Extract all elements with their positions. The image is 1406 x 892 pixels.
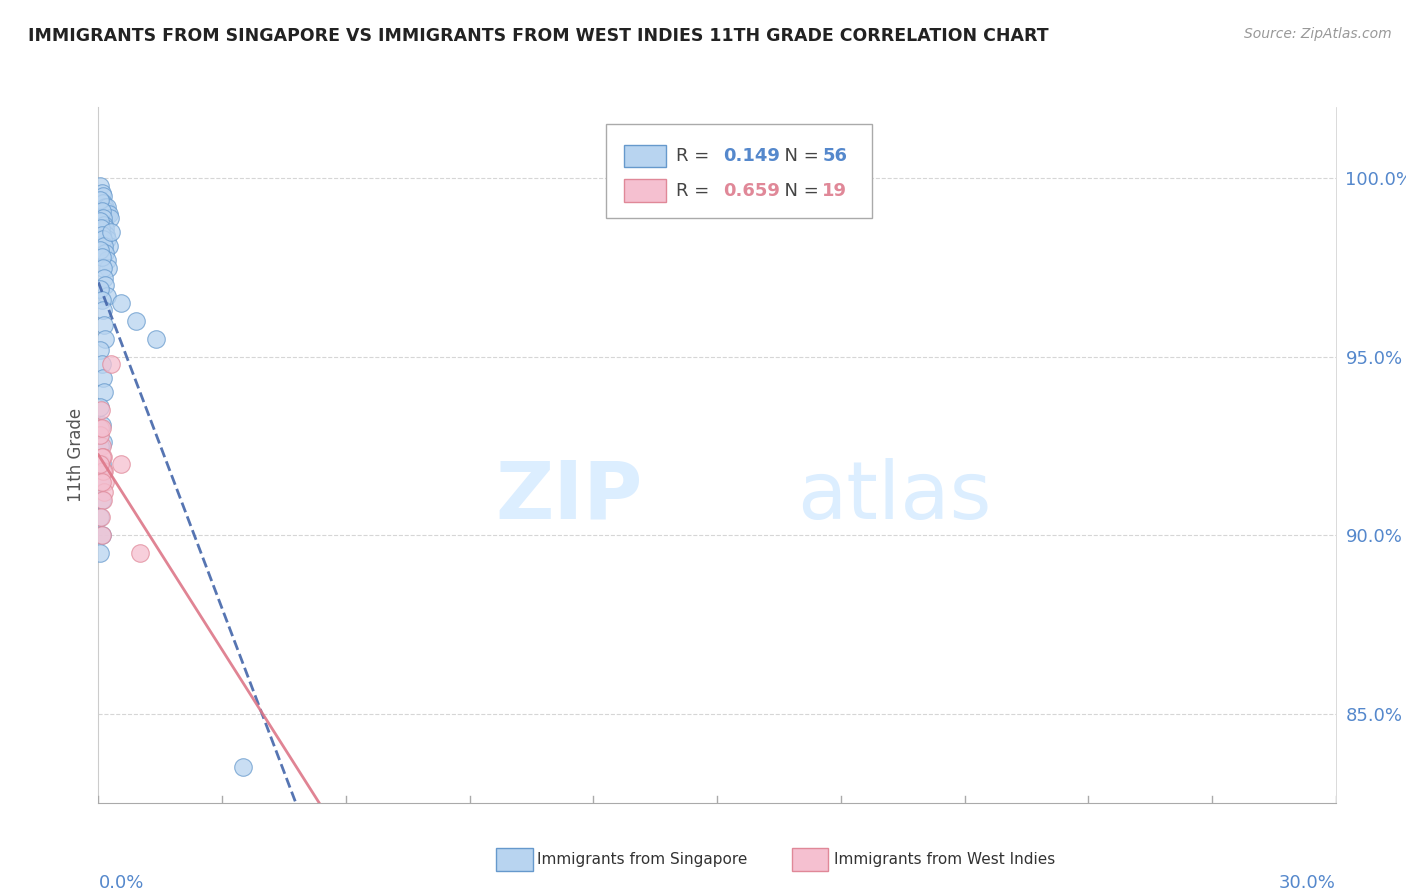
Point	[89, 428, 111, 442]
Point	[124, 314, 146, 328]
Point	[90, 403, 112, 417]
Point	[100, 357, 122, 371]
Text: R =: R =	[676, 147, 716, 165]
Point	[93, 435, 115, 450]
Point	[91, 464, 114, 478]
Point	[232, 760, 254, 774]
Point	[93, 318, 115, 332]
Text: 0.659: 0.659	[723, 182, 780, 200]
Point	[89, 214, 111, 228]
Point	[94, 332, 117, 346]
Point	[89, 178, 111, 193]
Point	[93, 271, 115, 285]
Y-axis label: 11th Grade: 11th Grade	[66, 408, 84, 502]
Point	[93, 385, 115, 400]
Text: R =: R =	[676, 182, 716, 200]
Point	[90, 510, 112, 524]
Text: Immigrants from West Indies: Immigrants from West Indies	[834, 853, 1054, 867]
Point	[93, 485, 115, 500]
Text: Source: ZipAtlas.com: Source: ZipAtlas.com	[1244, 27, 1392, 41]
Point	[90, 417, 112, 432]
Point	[128, 546, 150, 560]
Text: 30.0%: 30.0%	[1279, 874, 1336, 892]
Text: IMMIGRANTS FROM SINGAPORE VS IMMIGRANTS FROM WEST INDIES 11TH GRADE CORRELATION : IMMIGRANTS FROM SINGAPORE VS IMMIGRANTS …	[28, 27, 1049, 45]
Text: N =: N =	[773, 147, 824, 165]
FancyBboxPatch shape	[624, 179, 666, 202]
Text: 56: 56	[823, 147, 848, 165]
Point	[96, 207, 118, 221]
Text: N =: N =	[773, 182, 824, 200]
Point	[98, 211, 121, 225]
FancyBboxPatch shape	[624, 145, 666, 167]
Point	[91, 228, 114, 243]
Point	[90, 475, 112, 489]
Point	[89, 546, 111, 560]
Point	[97, 239, 120, 253]
Point	[89, 439, 111, 453]
Point	[91, 450, 114, 464]
Point	[90, 221, 112, 235]
Point	[91, 371, 114, 385]
Point	[90, 203, 112, 218]
Point	[145, 332, 167, 346]
Point	[91, 260, 114, 275]
FancyBboxPatch shape	[606, 124, 872, 219]
Point	[90, 186, 112, 200]
Point	[89, 343, 111, 357]
Point	[90, 528, 112, 542]
Point	[94, 203, 117, 218]
Point	[94, 246, 117, 260]
Point	[93, 196, 115, 211]
Point	[94, 221, 117, 235]
Point	[90, 293, 112, 307]
Point	[89, 282, 111, 296]
Point	[96, 200, 118, 214]
Point	[97, 207, 120, 221]
Point	[90, 250, 112, 264]
Point	[91, 303, 114, 318]
Point	[90, 492, 112, 507]
Point	[89, 510, 111, 524]
Text: 0.149: 0.149	[723, 147, 780, 165]
Text: Immigrants from Singapore: Immigrants from Singapore	[537, 853, 748, 867]
Text: ZIP: ZIP	[495, 458, 643, 536]
Point	[96, 289, 118, 303]
Point	[93, 239, 115, 253]
Point	[93, 218, 115, 232]
Point	[97, 260, 120, 275]
Point	[96, 253, 118, 268]
Point	[91, 421, 114, 435]
Text: 0.0%: 0.0%	[98, 874, 143, 892]
Point	[96, 232, 118, 246]
Point	[89, 457, 111, 471]
Point	[91, 232, 114, 246]
Point	[89, 475, 111, 489]
Point	[94, 475, 117, 489]
Point	[91, 189, 114, 203]
Point	[91, 211, 114, 225]
Point	[90, 439, 112, 453]
Point	[94, 278, 117, 293]
Point	[91, 492, 114, 507]
Point	[96, 228, 118, 243]
Point	[110, 457, 132, 471]
Point	[89, 243, 111, 257]
Text: atlas: atlas	[797, 458, 991, 536]
Point	[89, 421, 111, 435]
Text: 19: 19	[823, 182, 848, 200]
Point	[90, 357, 112, 371]
Point	[91, 457, 114, 471]
Point	[89, 193, 111, 207]
Point	[90, 450, 112, 464]
Point	[91, 528, 114, 542]
Point	[110, 296, 132, 310]
Point	[100, 225, 122, 239]
Point	[93, 200, 115, 214]
Point	[93, 464, 115, 478]
Point	[89, 400, 111, 414]
